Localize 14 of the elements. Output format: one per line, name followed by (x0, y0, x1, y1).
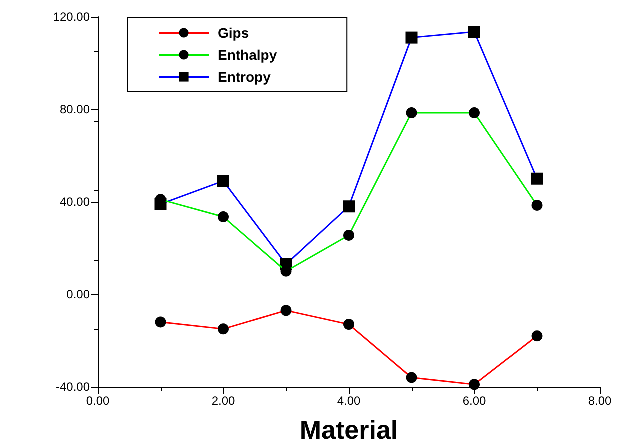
x-tick-label: 6.00 (462, 394, 486, 408)
x-tick-label: 4.00 (337, 394, 361, 408)
legend-label: Gips (218, 25, 250, 41)
y-tick-label: 120.00 (53, 10, 90, 24)
y-tick-label: 0.00 (66, 288, 90, 302)
legend-label: Enthalpy (218, 47, 278, 63)
x-axis-title: Material (300, 415, 398, 445)
legend-label: Entropy (218, 69, 272, 85)
y-tick-label: 40.00 (60, 195, 90, 209)
x-tick-label: 2.00 (212, 394, 236, 408)
x-tick-label: 0.00 (86, 394, 110, 408)
y-tick-label: -40.00 (56, 380, 90, 394)
x-tick-label: 8.00 (588, 394, 612, 408)
y-tick-label: 80.00 (60, 102, 90, 116)
